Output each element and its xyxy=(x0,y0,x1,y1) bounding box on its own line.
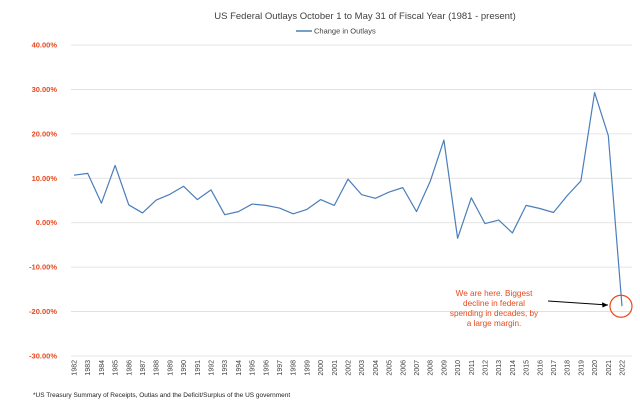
x-tick-label: 2009 xyxy=(441,360,448,376)
y-tick-label: 40.00% xyxy=(32,41,58,50)
y-tick-label: 10.00% xyxy=(32,174,58,183)
y-tick-label: -20.00% xyxy=(29,307,57,316)
annotation-line-2: decline in federal xyxy=(463,299,525,308)
x-tick-label: 2005 xyxy=(387,360,394,376)
x-tick-label: 1982 xyxy=(72,360,79,376)
x-tick-label: 2022 xyxy=(620,360,627,376)
x-tick-label: 2004 xyxy=(373,360,380,376)
y-axis-ticks: 40.00% 30.00% 20.00% 10.00% 0.00% -10.00% -20.… xyxy=(29,41,57,361)
x-tick-label: 2001 xyxy=(332,360,339,376)
x-tick-label: 2015 xyxy=(524,360,531,376)
x-tick-label: 1996 xyxy=(263,360,270,376)
x-tick-label: 2003 xyxy=(359,360,366,376)
x-tick-label: 1994 xyxy=(236,360,243,376)
legend-label: Change in Outlays xyxy=(314,27,376,36)
y-tick-label: 30.00% xyxy=(32,85,58,94)
series-line xyxy=(73,91,623,307)
annotation-line-4: a large margin. xyxy=(467,319,522,328)
x-tick-label: 1986 xyxy=(126,360,133,376)
annotation-line-3: spending in decades, by xyxy=(450,309,539,318)
x-tick-label: 1991 xyxy=(195,360,202,376)
x-tick-label: 1992 xyxy=(209,360,216,376)
x-tick-label: 2014 xyxy=(510,360,517,376)
x-axis-ticks: 1982 1983 1984 1985 1986 1987 1988 1989 1990 1991… xyxy=(72,360,627,376)
x-tick-label: 2011 xyxy=(469,360,476,375)
x-tick-label: 1987 xyxy=(140,360,147,376)
x-tick-label: 2013 xyxy=(496,360,503,376)
x-tick-label: 1983 xyxy=(85,360,92,376)
x-tick-label: 1997 xyxy=(277,360,284,376)
y-tick-label: -30.00% xyxy=(29,352,57,361)
x-tick-label: 2020 xyxy=(592,360,599,376)
series-change-in-outlays xyxy=(73,91,623,307)
x-tick-label: 2019 xyxy=(578,360,585,376)
grid xyxy=(71,44,632,357)
legend: Change in Outlays xyxy=(296,27,376,36)
y-tick-label: 20.00% xyxy=(32,129,58,138)
x-tick-label: 2007 xyxy=(414,360,421,376)
x-tick-label: 1998 xyxy=(291,360,298,376)
annotation-arrow-head xyxy=(602,302,608,308)
x-tick-label: 1993 xyxy=(222,360,229,376)
annotation-line-1: We are here. Biggest xyxy=(456,289,533,298)
x-tick-label: 2006 xyxy=(400,360,407,376)
x-tick-label: 1989 xyxy=(167,360,174,376)
x-tick-label: 2012 xyxy=(483,360,490,376)
x-tick-label: 2021 xyxy=(606,360,613,376)
x-tick-label: 2017 xyxy=(551,360,558,376)
x-tick-label: 1984 xyxy=(99,360,106,376)
x-tick-label: 1995 xyxy=(250,360,257,376)
x-tick-label: 2010 xyxy=(455,360,462,376)
x-tick-label: 1999 xyxy=(304,360,311,376)
x-tick-label: 2008 xyxy=(428,360,435,376)
x-tick-label: 2002 xyxy=(346,360,353,376)
x-tick-label: 2018 xyxy=(565,360,572,376)
highlight-circle xyxy=(609,294,633,318)
x-tick-label: 1985 xyxy=(113,360,120,376)
footnote: *US Treasury Summary of Receipts, Outlas… xyxy=(33,392,291,399)
y-tick-label: -10.00% xyxy=(29,263,57,272)
y-tick-label: 0.00% xyxy=(36,218,58,227)
x-tick-label: 2000 xyxy=(318,360,325,376)
annotation: We are here. Biggest decline in federal … xyxy=(450,289,633,328)
x-tick-label: 1990 xyxy=(181,360,188,376)
x-tick-label: 1988 xyxy=(154,360,161,376)
x-tick-label: 2016 xyxy=(537,360,544,376)
annotation-arrow-line xyxy=(547,300,609,306)
chart-title: US Federal Outlays October 1 to May 31 o… xyxy=(214,11,516,22)
